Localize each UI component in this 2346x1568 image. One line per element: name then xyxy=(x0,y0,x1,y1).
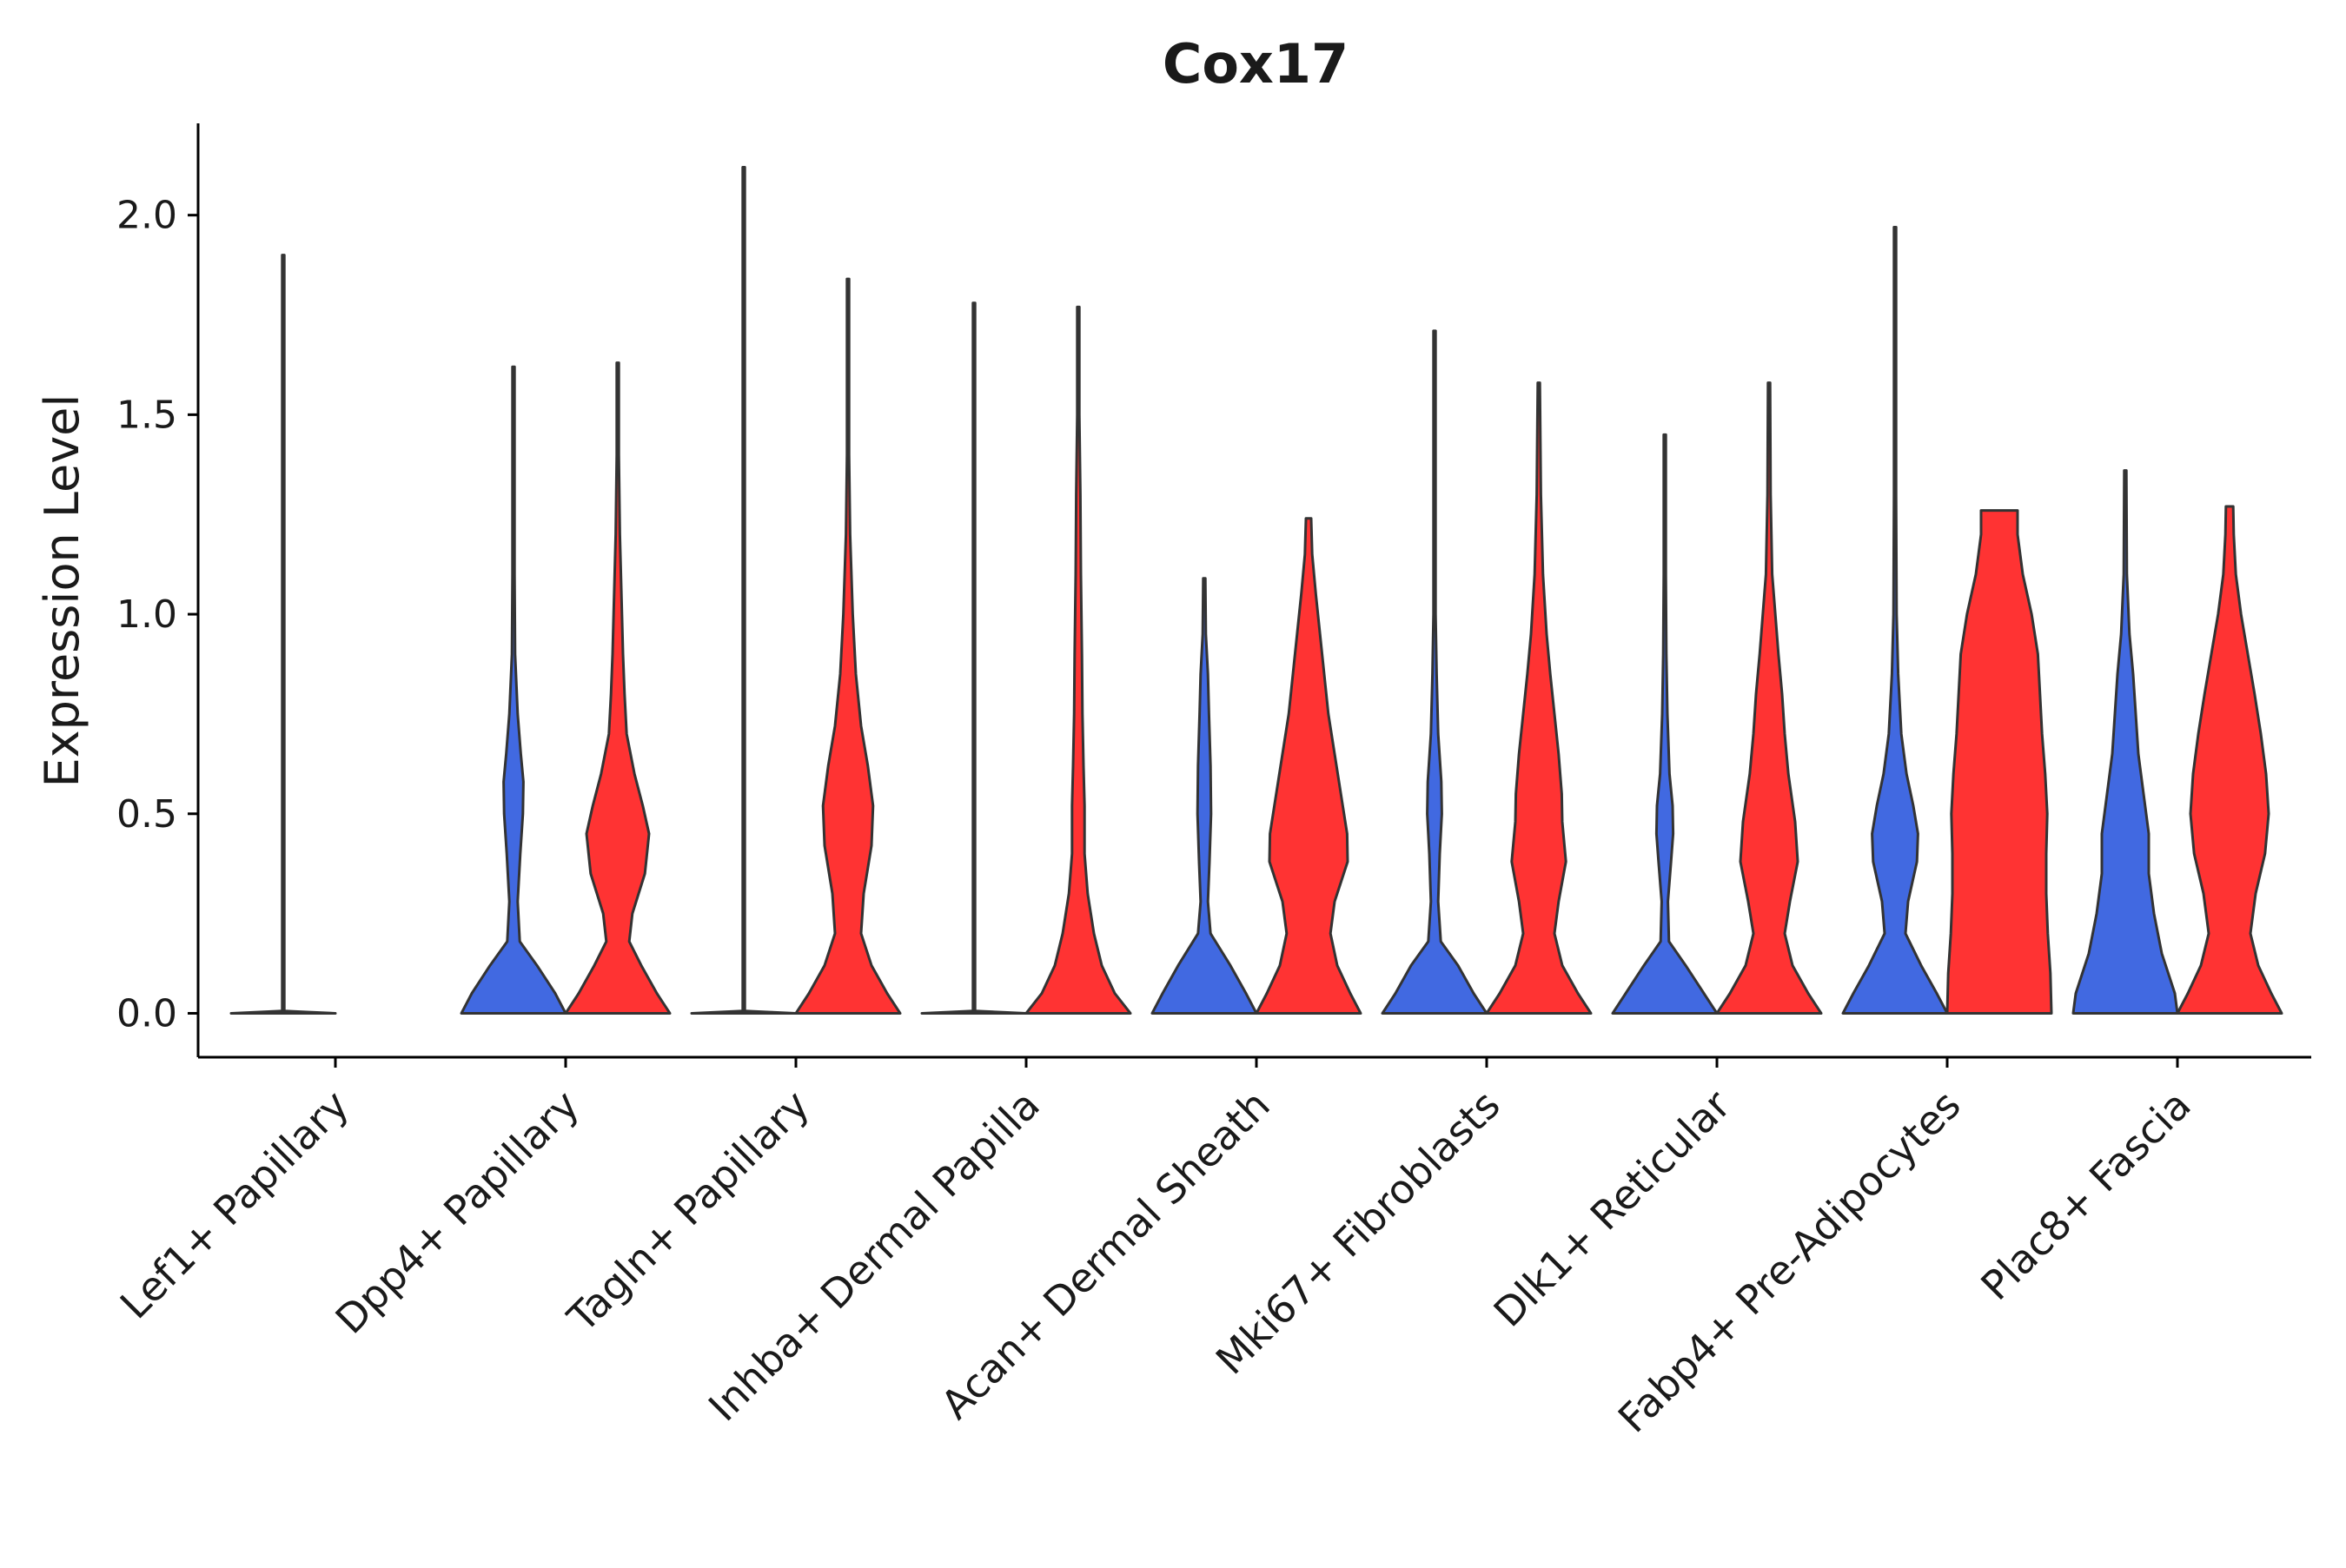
x-tick-label: Lef1+ Papillary xyxy=(111,1082,358,1328)
y-tick-label: 2.0 xyxy=(116,194,177,238)
violin-group_a xyxy=(1150,577,1258,1015)
y-tick-label: 0.0 xyxy=(116,991,177,1035)
violin-group_b xyxy=(794,277,902,1015)
violin-group_b xyxy=(564,361,672,1015)
y-axis-label: Expression Level xyxy=(35,394,89,788)
violin-group_a xyxy=(1841,225,1949,1015)
x-tick-label: Dpp4+ Papillary xyxy=(327,1082,588,1343)
x-tick-label: Dlk1+ Reticular xyxy=(1485,1082,1740,1336)
x-tick-label: Tagln+ Papillary xyxy=(558,1082,818,1342)
x-tick-label: Plac8+ Fascia xyxy=(1972,1082,2199,1309)
violin-group_a xyxy=(1611,433,1719,1015)
violin-group_a xyxy=(229,254,337,1015)
violin-group_b xyxy=(2176,505,2283,1015)
violin-group_a xyxy=(460,365,567,1015)
violin-group_b xyxy=(1485,381,1593,1015)
violin-group_a xyxy=(1381,329,1488,1015)
y-tick-label: 0.5 xyxy=(116,792,177,837)
violin-group_b xyxy=(1255,517,1362,1015)
y-tick-label: 1.0 xyxy=(116,592,177,637)
violin-group_a xyxy=(690,166,798,1015)
violin-group_b xyxy=(1945,509,2053,1015)
violin-group_b xyxy=(1024,305,1132,1015)
chart-title: Cox17 xyxy=(1163,32,1349,96)
y-tick-label: 1.5 xyxy=(116,393,177,437)
violin-group_a xyxy=(2071,469,2179,1015)
violin-group_b xyxy=(1715,381,1823,1015)
violin-group_a xyxy=(920,301,1028,1015)
